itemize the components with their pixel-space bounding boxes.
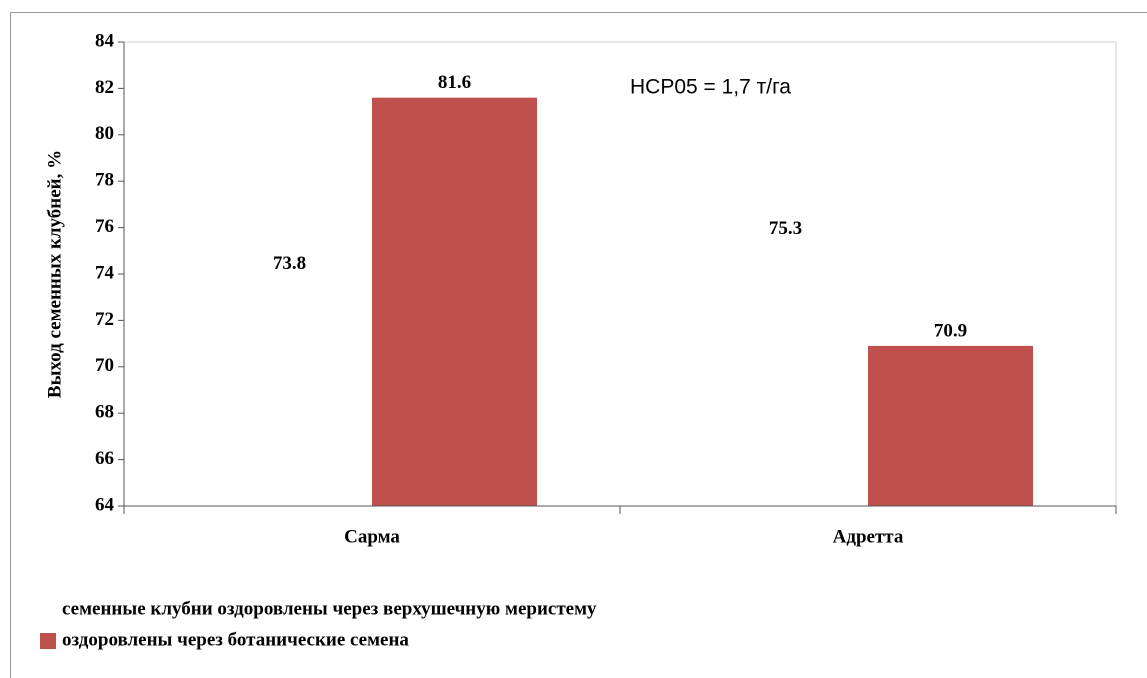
y-tick-label: 74 <box>95 262 115 283</box>
bar <box>703 243 868 506</box>
chart-border <box>10 12 1147 678</box>
legend-swatch <box>40 602 56 618</box>
y-tick-label: 82 <box>95 77 114 98</box>
bar <box>207 278 372 506</box>
data-label: 73.8 <box>273 253 306 274</box>
annotation: НСР05 = 1,7 т/га <box>630 76 791 99</box>
y-tick-label: 80 <box>95 123 114 144</box>
legend-swatch <box>40 633 56 649</box>
y-tick-label: 70 <box>95 355 114 376</box>
data-label: 75.3 <box>769 218 802 239</box>
bar <box>868 345 1033 506</box>
legend-label: семенные клубни оздоровлены через верхуш… <box>62 598 597 619</box>
y-tick-label: 78 <box>95 170 114 191</box>
y-axis-label: Выход семенных клубней, % <box>44 150 65 398</box>
y-tick-label: 64 <box>95 494 115 515</box>
data-label: 70.9 <box>934 320 967 341</box>
y-tick-label: 68 <box>95 402 114 423</box>
x-tick-label: Адретта <box>833 526 904 547</box>
y-tick-label: 84 <box>95 30 115 51</box>
legend-label: оздоровлены через ботанические семена <box>62 629 409 650</box>
y-tick-label: 66 <box>95 448 114 469</box>
data-label: 81.6 <box>438 72 471 93</box>
bar <box>372 97 537 507</box>
y-tick-label: 72 <box>95 309 114 330</box>
y-tick-label: 76 <box>95 216 114 237</box>
x-tick-label: Сарма <box>344 526 400 547</box>
